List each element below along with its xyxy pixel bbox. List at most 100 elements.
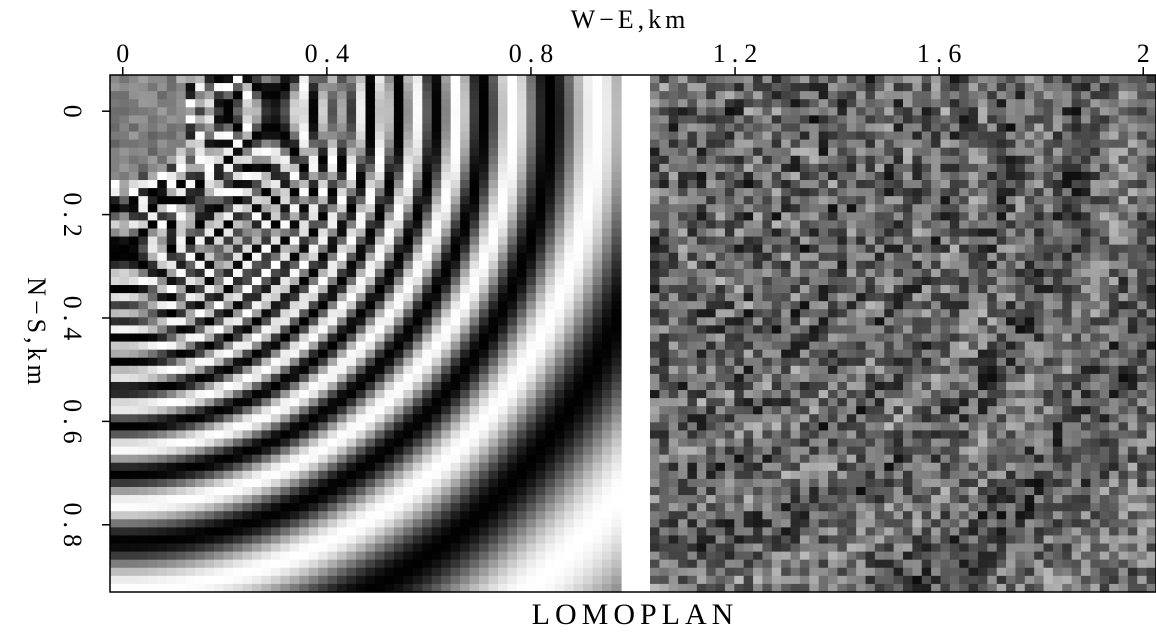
pixel	[460, 349, 471, 359]
pixel	[874, 293, 885, 302]
pixel	[308, 559, 319, 569]
pixel	[678, 147, 689, 157]
pixel	[696, 75, 707, 84]
pixel	[318, 147, 329, 157]
pixel	[516, 317, 527, 327]
pixel	[771, 75, 782, 84]
pixel	[1146, 276, 1156, 286]
pixel	[356, 470, 367, 480]
pixel	[583, 317, 594, 327]
pixel	[431, 333, 442, 343]
pixel	[650, 139, 660, 149]
pixel	[110, 349, 121, 359]
pixel	[488, 309, 499, 318]
pixel	[592, 220, 603, 230]
pixel	[166, 414, 177, 423]
pixel	[195, 99, 206, 108]
pixel	[949, 91, 960, 100]
pixel	[147, 83, 158, 92]
pixel	[659, 268, 670, 278]
pixel	[545, 99, 556, 108]
pixel	[356, 196, 367, 205]
pixel	[195, 309, 206, 318]
pixel	[1006, 163, 1017, 173]
pixel	[968, 171, 979, 181]
pixel	[516, 511, 527, 520]
pixel	[1081, 147, 1092, 157]
pixel	[195, 252, 206, 262]
pixel	[516, 107, 527, 116]
pixel	[1099, 91, 1110, 100]
pixel	[507, 75, 518, 84]
pixel	[668, 155, 679, 165]
pixel	[157, 430, 168, 440]
pixel	[715, 147, 726, 157]
pixel	[507, 559, 518, 569]
pixel	[346, 543, 357, 553]
pixel	[1081, 204, 1092, 213]
pixel	[403, 511, 414, 520]
pixel	[611, 357, 622, 367]
pixel	[516, 285, 527, 294]
pixel	[469, 115, 480, 125]
pixel	[460, 462, 471, 472]
pixel	[233, 341, 244, 351]
pixel	[818, 285, 829, 294]
pixel	[384, 325, 395, 335]
pixel	[1062, 163, 1073, 173]
pixel	[299, 341, 310, 351]
pixel	[743, 260, 754, 270]
pixel	[176, 422, 187, 432]
pixel	[157, 75, 168, 84]
pixel	[374, 293, 386, 302]
pixel	[270, 341, 281, 351]
pixel	[308, 430, 319, 440]
pixel	[147, 430, 158, 440]
pixel	[223, 188, 234, 197]
pixel	[1006, 228, 1017, 238]
pixel	[1099, 188, 1110, 197]
pixel	[837, 107, 848, 116]
pixel	[138, 285, 149, 294]
pixel	[790, 91, 801, 100]
pixel	[790, 244, 801, 254]
pixel	[128, 357, 139, 367]
pixel	[403, 309, 414, 318]
pixel	[545, 381, 556, 391]
pixel	[441, 470, 452, 480]
pixel	[469, 470, 480, 480]
pixel	[592, 155, 603, 165]
pixel	[949, 163, 960, 173]
pixel	[166, 285, 177, 294]
pixel	[204, 478, 215, 488]
pixel	[223, 535, 234, 545]
pixel	[837, 75, 848, 84]
pixel	[346, 75, 357, 84]
pixel	[1015, 163, 1026, 173]
pixel	[611, 349, 622, 359]
pixel	[138, 357, 149, 367]
pixel	[564, 107, 575, 116]
pixel	[1146, 75, 1156, 84]
pixel	[1071, 171, 1082, 181]
pixel	[1034, 204, 1045, 213]
pixel	[356, 438, 367, 448]
pixel	[668, 285, 679, 294]
pixel	[762, 131, 773, 141]
pixel	[110, 422, 121, 432]
pixel	[147, 252, 158, 262]
pixel	[535, 139, 546, 149]
pixel	[545, 75, 556, 84]
pixel	[346, 244, 357, 254]
pixel	[479, 260, 490, 270]
pixel	[233, 567, 244, 577]
pixel	[356, 123, 367, 133]
pixel	[318, 228, 329, 238]
pixel	[138, 236, 149, 246]
pixel	[497, 575, 509, 585]
pixel	[687, 293, 698, 302]
pixel	[535, 543, 546, 553]
pixel	[1024, 276, 1035, 286]
pixel	[931, 99, 942, 108]
pixel	[526, 583, 537, 593]
